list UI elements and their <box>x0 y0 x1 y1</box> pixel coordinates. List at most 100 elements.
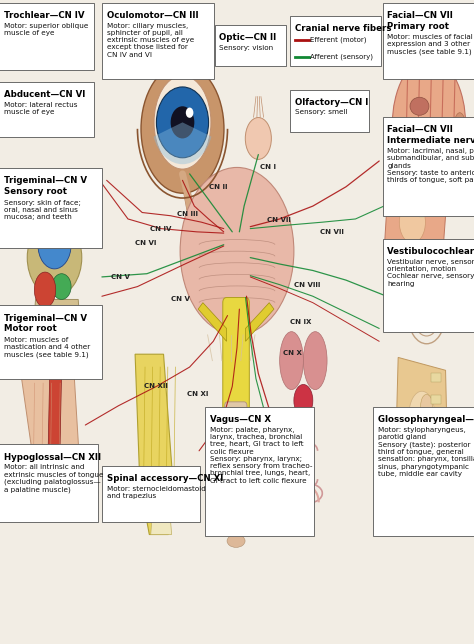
Ellipse shape <box>246 117 272 160</box>
Ellipse shape <box>280 332 303 390</box>
Polygon shape <box>198 303 227 341</box>
FancyBboxPatch shape <box>0 305 102 379</box>
Ellipse shape <box>180 167 294 335</box>
FancyBboxPatch shape <box>383 117 474 216</box>
FancyBboxPatch shape <box>383 3 474 79</box>
Ellipse shape <box>294 384 313 417</box>
Polygon shape <box>384 164 446 293</box>
Ellipse shape <box>409 392 435 440</box>
Bar <box>431 373 441 382</box>
Circle shape <box>156 87 209 158</box>
FancyBboxPatch shape <box>373 407 474 536</box>
Polygon shape <box>47 370 62 486</box>
Text: Motor: muscles of
mastication and 4 other
muscles (see table 9.1): Motor: muscles of mastication and 4 othe… <box>4 337 90 358</box>
Wedge shape <box>154 122 211 164</box>
Text: Glossopharyngeal—CN IX: Glossopharyngeal—CN IX <box>378 415 474 424</box>
Ellipse shape <box>52 274 71 299</box>
Ellipse shape <box>227 486 245 499</box>
FancyBboxPatch shape <box>225 402 247 487</box>
Text: Facial—CN VII
Intermediate nerve: Facial—CN VII Intermediate nerve <box>387 125 474 145</box>
Circle shape <box>171 106 194 138</box>
Bar <box>55 312 59 325</box>
Text: CN XII: CN XII <box>145 383 168 390</box>
Ellipse shape <box>392 58 465 193</box>
Text: Vagus—CN X: Vagus—CN X <box>210 415 271 424</box>
Text: Motor: lateral rectus
muscle of eye: Motor: lateral rectus muscle of eye <box>4 102 77 115</box>
Text: Facial—CN VII
Primary root: Facial—CN VII Primary root <box>387 11 453 31</box>
Polygon shape <box>151 509 172 535</box>
Text: Efferent (motor): Efferent (motor) <box>310 37 367 43</box>
FancyBboxPatch shape <box>290 16 381 66</box>
Ellipse shape <box>141 64 224 193</box>
Circle shape <box>424 313 429 321</box>
FancyBboxPatch shape <box>290 90 369 132</box>
Text: CN III: CN III <box>177 211 198 217</box>
Ellipse shape <box>410 97 429 115</box>
Text: CN I: CN I <box>260 164 276 171</box>
FancyBboxPatch shape <box>0 168 102 248</box>
Text: CN II: CN II <box>209 184 228 190</box>
Circle shape <box>404 243 421 266</box>
FancyBboxPatch shape <box>215 25 286 66</box>
Ellipse shape <box>399 201 426 243</box>
Bar <box>48 312 53 325</box>
Text: Abducent—CN VI: Abducent—CN VI <box>4 90 85 99</box>
FancyBboxPatch shape <box>0 3 94 70</box>
Text: Sensory: smell: Sensory: smell <box>295 109 347 115</box>
Text: Vestibulocochlear—CN VIII: Vestibulocochlear—CN VIII <box>387 247 474 256</box>
FancyBboxPatch shape <box>223 298 249 424</box>
Text: Motor: palate, pharynx,
larynx, trachea, bronchial
tree, heart, GI tract to left: Motor: palate, pharynx, larynx, trachea,… <box>210 427 312 484</box>
Ellipse shape <box>227 502 245 515</box>
Text: Motor: sternocleidomastoid
and trapezius: Motor: sternocleidomastoid and trapezius <box>107 486 206 499</box>
Text: Cranial nerve fibers: Cranial nerve fibers <box>295 24 392 33</box>
FancyBboxPatch shape <box>205 407 314 536</box>
Text: Trigeminal—CN V
Motor root: Trigeminal—CN V Motor root <box>4 314 87 334</box>
FancyBboxPatch shape <box>102 3 214 79</box>
Ellipse shape <box>303 332 327 390</box>
Text: Motor: superior oblique
muscle of eye: Motor: superior oblique muscle of eye <box>4 23 88 36</box>
Ellipse shape <box>34 272 56 308</box>
Text: Spinal accessory—CN XI: Spinal accessory—CN XI <box>107 474 223 483</box>
Ellipse shape <box>154 76 211 169</box>
Text: CN X: CN X <box>283 350 302 356</box>
Polygon shape <box>246 303 274 341</box>
Text: Olfactory—CN I: Olfactory—CN I <box>295 98 368 107</box>
Text: Motor: lacrimal, nasal, palatine,
submandibular, and sublingual
glands
Sensory: : Motor: lacrimal, nasal, palatine, subman… <box>387 148 474 183</box>
Circle shape <box>186 108 193 118</box>
Text: Sensory: vision: Sensory: vision <box>219 45 273 51</box>
FancyBboxPatch shape <box>0 82 94 137</box>
FancyBboxPatch shape <box>383 239 474 332</box>
Bar <box>431 395 441 404</box>
Bar <box>61 312 66 325</box>
Text: Optic—CN II: Optic—CN II <box>219 33 277 43</box>
Text: Motor: ciliary muscles,
sphincter of pupil, all
extrinsic muscles of eye
except : Motor: ciliary muscles, sphincter of pup… <box>107 23 194 57</box>
Bar <box>431 440 441 450</box>
Text: Trochlear—CN IV: Trochlear—CN IV <box>4 11 84 20</box>
Text: CN V: CN V <box>171 296 190 303</box>
Ellipse shape <box>420 394 432 417</box>
Polygon shape <box>33 299 81 332</box>
Ellipse shape <box>227 535 245 547</box>
Ellipse shape <box>38 220 71 269</box>
Text: Vestibular nerve, sensory:
orientation, motion
Cochlear nerve, sensory:
hearing: Vestibular nerve, sensory: orientation, … <box>387 259 474 287</box>
Text: CN VI: CN VI <box>135 240 157 247</box>
Text: CN VIII: CN VIII <box>294 281 320 288</box>
Text: Motor: muscles of facial
expression and 3 other
muscles (see table 9.1): Motor: muscles of facial expression and … <box>387 34 473 55</box>
Bar <box>431 418 441 427</box>
Text: Motor: all intrinsic and
extrinsic muscles of tongue
(excluding palatoglossus—
a: Motor: all intrinsic and extrinsic muscl… <box>4 464 103 493</box>
Text: CN IX: CN IX <box>290 319 312 325</box>
Text: Afferent (sensory): Afferent (sensory) <box>310 53 374 60</box>
FancyBboxPatch shape <box>102 466 200 522</box>
Ellipse shape <box>415 201 429 218</box>
Polygon shape <box>396 357 448 486</box>
Text: Oculomotor—CN III: Oculomotor—CN III <box>107 11 198 20</box>
Text: CN VII: CN VII <box>320 229 344 235</box>
Ellipse shape <box>453 113 466 151</box>
Bar <box>408 149 436 161</box>
Text: CN VII: CN VII <box>267 217 291 223</box>
Text: Sensory: skin of face;
oral, nasal and sinus
mucosa; and teeth: Sensory: skin of face; oral, nasal and s… <box>4 200 81 220</box>
Polygon shape <box>21 364 81 493</box>
Text: Motor: stylopharyngeus,
parotid gland
Sensory (taste): posterior
third of tongue: Motor: stylopharyngeus, parotid gland Se… <box>378 427 474 477</box>
Text: Trigeminal—CN V
Sensory root: Trigeminal—CN V Sensory root <box>4 176 87 196</box>
Ellipse shape <box>227 518 245 531</box>
